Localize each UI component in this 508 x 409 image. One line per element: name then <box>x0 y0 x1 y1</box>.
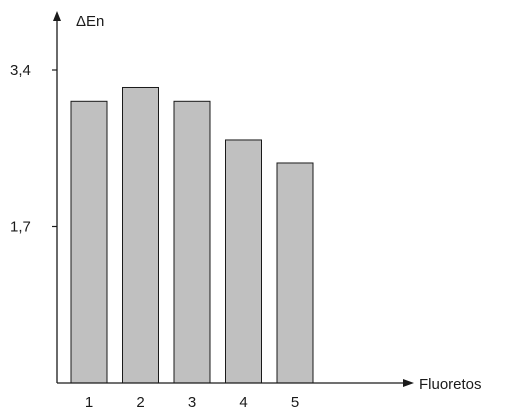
x-tick-label: 3 <box>188 394 196 409</box>
bar-1 <box>70 100 108 384</box>
bar-5 <box>276 162 314 384</box>
y-axis-label: ΔEn <box>76 13 104 30</box>
x-tick-label: 4 <box>239 394 247 409</box>
y-axis-arrowhead <box>53 11 61 21</box>
x-tick-label: 1 <box>85 394 93 409</box>
bar-2 <box>122 86 159 384</box>
x-tick-label: 5 <box>291 394 299 409</box>
bar-4 <box>225 139 262 384</box>
x-axis-arrowhead <box>403 379 414 387</box>
x-ticks-group: 1 2 3 4 5 <box>85 394 299 409</box>
x-axis-label: Fluoretos <box>419 376 482 393</box>
y-tick-label: 1,7 <box>10 219 31 236</box>
bars-group <box>70 86 314 384</box>
x-tick-label: 2 <box>136 394 144 409</box>
y-tick-label: 3,4 <box>10 62 31 79</box>
y-ticks-group: 1,7 3,4 <box>10 62 57 236</box>
bar-3 <box>173 100 211 384</box>
